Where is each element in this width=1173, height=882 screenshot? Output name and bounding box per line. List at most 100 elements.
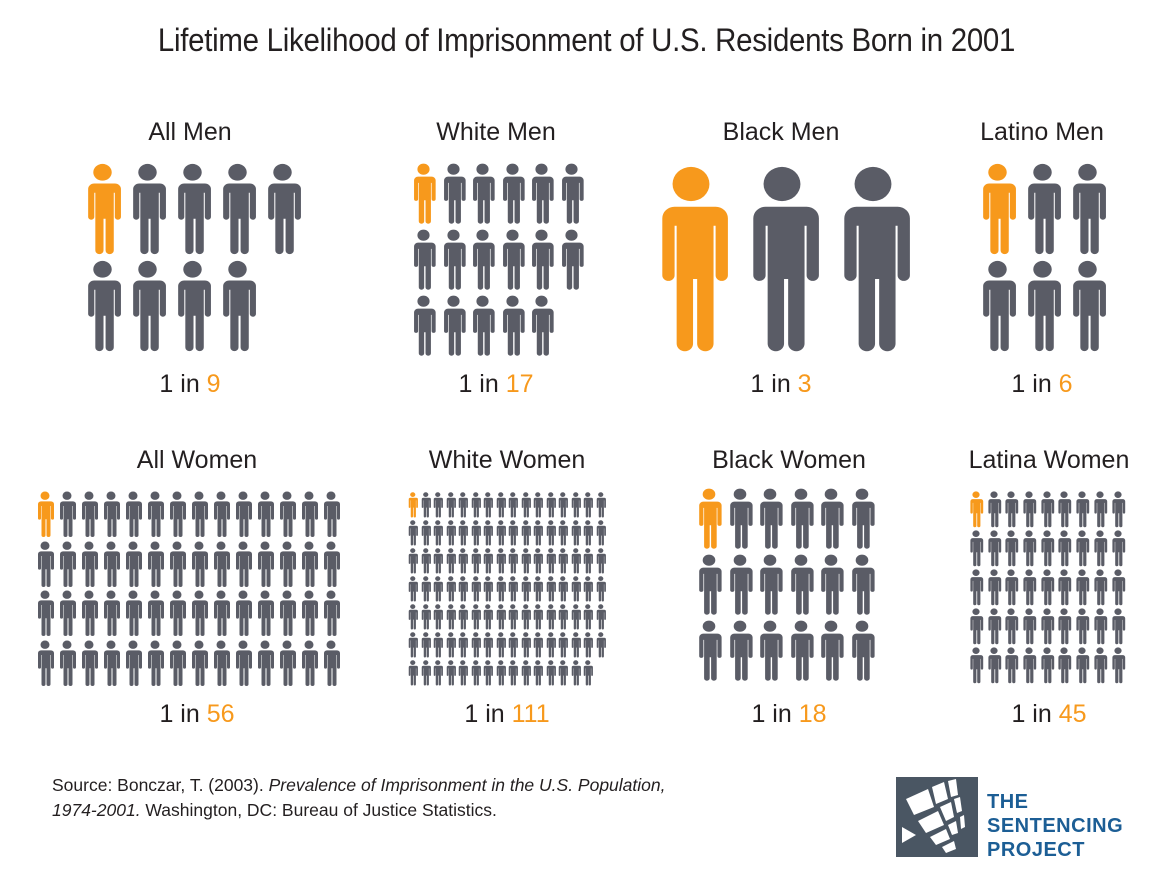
- figure-grid: [82, 163, 307, 357]
- person-icon: [223, 260, 256, 352]
- person-icon: [446, 548, 456, 574]
- person-icon: [302, 590, 318, 637]
- person-icon: [496, 548, 506, 574]
- person-icon: [443, 163, 466, 224]
- person-icon: [458, 632, 468, 658]
- person-icon: [446, 632, 456, 658]
- person-icon: [533, 576, 543, 602]
- person-icon: [433, 548, 443, 574]
- person-icon: [302, 540, 318, 587]
- person-icon: [502, 163, 525, 224]
- person-icon: [408, 632, 418, 658]
- person-icon: [178, 163, 211, 255]
- person-icon: [558, 492, 568, 518]
- person-icon: [458, 492, 468, 518]
- person-icon: [851, 554, 875, 615]
- person-icon: [148, 540, 164, 587]
- person-icon: [258, 491, 274, 538]
- person-icon: [496, 604, 506, 630]
- person-icon: [1073, 260, 1106, 352]
- person-icon: [214, 540, 230, 587]
- person-icon: [148, 491, 164, 538]
- person-icon: [988, 608, 1001, 645]
- person-icon: [760, 620, 783, 681]
- person-icon: [214, 491, 230, 538]
- person-icon: [280, 590, 296, 637]
- ratio-prefix: 1 in: [458, 370, 506, 398]
- person-icon-highlighted: [983, 163, 1016, 255]
- person-icon: [1005, 608, 1019, 645]
- source-citation: Source: Bonczar, T. (2003). Prevalence o…: [52, 773, 666, 823]
- person-icon: [421, 548, 431, 574]
- person-icon: [596, 604, 606, 630]
- person-icon: [571, 576, 581, 602]
- person-icon: [443, 229, 466, 290]
- person-icon: [970, 608, 984, 645]
- ratio-value: 6: [1058, 370, 1073, 398]
- person-icon: [729, 554, 753, 615]
- person-icon: [38, 590, 54, 637]
- person-icon: [458, 520, 468, 546]
- person-icon: [521, 660, 531, 686]
- person-icon: [571, 520, 581, 546]
- person-icon-highlighted: [88, 163, 121, 255]
- person-icon: [583, 520, 593, 546]
- person-icon: [38, 639, 54, 686]
- person-icon: [558, 660, 568, 686]
- person-icon: [1041, 491, 1054, 528]
- person-icon: [302, 491, 318, 538]
- person-icon: [1111, 569, 1125, 606]
- ratio-label: 1 in 6: [1011, 370, 1072, 399]
- person-icon: [521, 492, 531, 518]
- group-label: Latina Women: [968, 446, 1130, 474]
- ratio-label: 1 in 56: [159, 700, 234, 729]
- person-icon: [790, 554, 814, 615]
- person-icon: [458, 548, 468, 574]
- person-icon: [1094, 647, 1108, 684]
- sentencing-project-logo-icon: [896, 777, 978, 857]
- person-icon: [583, 576, 593, 602]
- person-icon: [1076, 608, 1090, 645]
- person-icon: [446, 520, 456, 546]
- person-icon: [60, 590, 76, 637]
- person-icon: [596, 492, 606, 518]
- person-icon: [408, 604, 418, 630]
- ratio-label: 1 in 111: [464, 700, 549, 729]
- person-icon: [546, 632, 556, 658]
- person-icon: [558, 604, 568, 630]
- person-icon-highlighted: [662, 166, 728, 352]
- person-icon: [558, 632, 568, 658]
- person-icon: [532, 163, 554, 224]
- logo-line-3: PROJECT: [987, 839, 1085, 861]
- ratio-prefix: 1 in: [464, 700, 512, 728]
- person-icon: [471, 492, 481, 518]
- person-icon: [496, 660, 506, 686]
- person-icon: [533, 548, 543, 574]
- person-icon: [170, 639, 186, 686]
- person-icon: [583, 660, 593, 686]
- figure-grid: [407, 492, 607, 688]
- person-icon: [236, 639, 252, 686]
- ratio-label: 1 in 3: [750, 370, 811, 399]
- person-icon: [433, 604, 443, 630]
- person-icon: [192, 540, 208, 587]
- figure-grid: [650, 165, 923, 357]
- person-icon: [596, 576, 606, 602]
- person-icon: [1058, 530, 1072, 567]
- person-icon: [433, 520, 443, 546]
- person-icon: [324, 491, 340, 538]
- person-icon: [148, 639, 164, 686]
- person-icon: [1111, 647, 1125, 684]
- ratio-value: 18: [798, 700, 827, 728]
- person-icon: [236, 491, 252, 538]
- ratio-value: 3: [797, 370, 812, 398]
- person-icon: [471, 548, 481, 574]
- figure-grid: [410, 163, 587, 361]
- person-icon: [483, 604, 493, 630]
- person-icon: [126, 540, 142, 587]
- person-icon: [1005, 491, 1019, 528]
- person-icon: [258, 639, 274, 686]
- person-icon: [192, 590, 208, 637]
- person-icon: [502, 229, 525, 290]
- person-icon: [546, 548, 556, 574]
